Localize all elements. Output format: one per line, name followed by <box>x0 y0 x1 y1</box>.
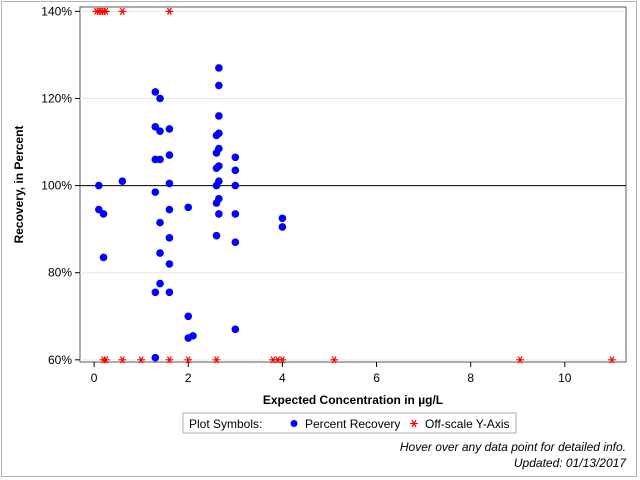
data-point-percent-recovery[interactable] <box>99 253 108 262</box>
data-point-percent-recovery[interactable] <box>189 332 197 340</box>
data-point-off-scale[interactable] <box>165 356 174 364</box>
data-point-percent-recovery[interactable] <box>99 210 108 218</box>
x-tick-label: 8 <box>467 371 474 385</box>
data-point-percent-recovery[interactable] <box>215 144 223 153</box>
data-point-percent-recovery[interactable] <box>215 81 223 90</box>
data-points[interactable] <box>92 7 616 364</box>
data-point-percent-recovery[interactable] <box>231 325 240 334</box>
data-point-percent-recovery[interactable] <box>231 153 240 162</box>
y-axis-title: Recovery, in Percent <box>12 126 26 244</box>
data-point-percent-recovery[interactable] <box>165 288 174 297</box>
legend-title: Plot Symbols: <box>189 417 262 431</box>
data-point-off-scale[interactable] <box>118 7 127 15</box>
data-point-percent-recovery[interactable] <box>156 249 164 257</box>
data-point-off-scale[interactable] <box>118 356 127 364</box>
axis-ticks: 60% 80% 100% 120% 140% 0 2 4 6 8 10 <box>41 4 572 385</box>
data-point-off-scale[interactable] <box>102 356 110 364</box>
y-tick-label: 60% <box>48 353 72 367</box>
data-point-percent-recovery[interactable] <box>151 88 160 96</box>
data-point-off-scale[interactable] <box>608 356 616 364</box>
data-point-off-scale[interactable] <box>184 356 193 364</box>
data-point-percent-recovery[interactable] <box>156 279 164 288</box>
data-point-percent-recovery[interactable] <box>165 151 174 159</box>
data-point-percent-recovery[interactable] <box>215 162 223 170</box>
data-point-percent-recovery[interactable] <box>165 260 174 268</box>
y-tick-label: 100% <box>41 179 72 193</box>
x-tick-label: 10 <box>558 371 572 385</box>
legend: Plot Symbols: Percent Recovery Off-scale… <box>182 412 517 434</box>
data-point-percent-recovery[interactable] <box>231 210 240 218</box>
data-point-percent-recovery[interactable] <box>231 238 240 247</box>
data-point-percent-recovery[interactable] <box>118 177 127 186</box>
y-tick-label: 120% <box>41 91 72 105</box>
data-point-percent-recovery[interactable] <box>215 194 223 203</box>
plot-area <box>79 6 627 363</box>
legend-label-off-scale: Off-scale Y-Axis <box>425 417 509 431</box>
data-point-percent-recovery[interactable] <box>156 155 164 164</box>
data-point-off-scale[interactable] <box>516 356 524 364</box>
updated-note: Updated: 01/13/2017 <box>513 456 626 470</box>
data-point-percent-recovery[interactable] <box>215 112 223 120</box>
data-point-percent-recovery[interactable] <box>212 231 221 240</box>
data-point-percent-recovery[interactable] <box>184 312 193 321</box>
data-point-percent-recovery[interactable] <box>231 181 240 190</box>
data-point-percent-recovery[interactable] <box>151 188 160 196</box>
data-point-percent-recovery[interactable] <box>215 210 223 218</box>
legend-box <box>182 412 517 434</box>
data-point-percent-recovery[interactable] <box>156 218 164 227</box>
data-point-off-scale[interactable] <box>165 7 174 15</box>
data-point-percent-recovery[interactable] <box>215 129 223 138</box>
data-point-percent-recovery[interactable] <box>278 223 287 231</box>
data-point-percent-recovery[interactable] <box>165 234 174 242</box>
data-point-off-scale[interactable] <box>212 356 221 364</box>
data-point-off-scale[interactable] <box>330 356 338 364</box>
hover-note: Hover over any data point for detailed i… <box>399 440 626 454</box>
data-point-percent-recovery[interactable] <box>165 125 174 133</box>
x-axis-title: Expected Concentration in µg/L <box>263 393 443 407</box>
data-point-percent-recovery[interactable] <box>215 177 223 186</box>
data-point-percent-recovery[interactable] <box>151 288 160 297</box>
y-tick-label: 140% <box>41 4 72 18</box>
data-point-off-scale[interactable] <box>278 356 287 364</box>
data-point-percent-recovery[interactable] <box>184 203 193 212</box>
data-point-percent-recovery[interactable] <box>165 179 174 188</box>
data-point-percent-recovery[interactable] <box>215 64 223 72</box>
data-point-percent-recovery[interactable] <box>95 181 103 190</box>
legend-marker-percent-recovery <box>290 420 298 427</box>
x-tick-label: 2 <box>185 371 192 385</box>
data-point-percent-recovery[interactable] <box>151 353 160 362</box>
data-point-percent-recovery[interactable] <box>231 166 240 175</box>
y-tick-label: 80% <box>48 266 72 280</box>
x-tick-label: 6 <box>373 371 380 385</box>
data-point-percent-recovery[interactable] <box>156 94 164 103</box>
data-point-percent-recovery[interactable] <box>278 214 287 223</box>
legend-marker-off-scale <box>410 419 418 428</box>
data-point-off-scale[interactable] <box>137 356 145 364</box>
x-tick-label: 4 <box>279 371 286 385</box>
data-point-percent-recovery[interactable] <box>156 127 164 135</box>
legend-label-percent-recovery: Percent Recovery <box>305 417 400 431</box>
legend-star-glyph[interactable] <box>410 419 418 428</box>
data-point-percent-recovery[interactable] <box>165 205 174 214</box>
x-tick-label: 0 <box>91 371 98 385</box>
data-point-off-scale[interactable] <box>102 7 110 15</box>
